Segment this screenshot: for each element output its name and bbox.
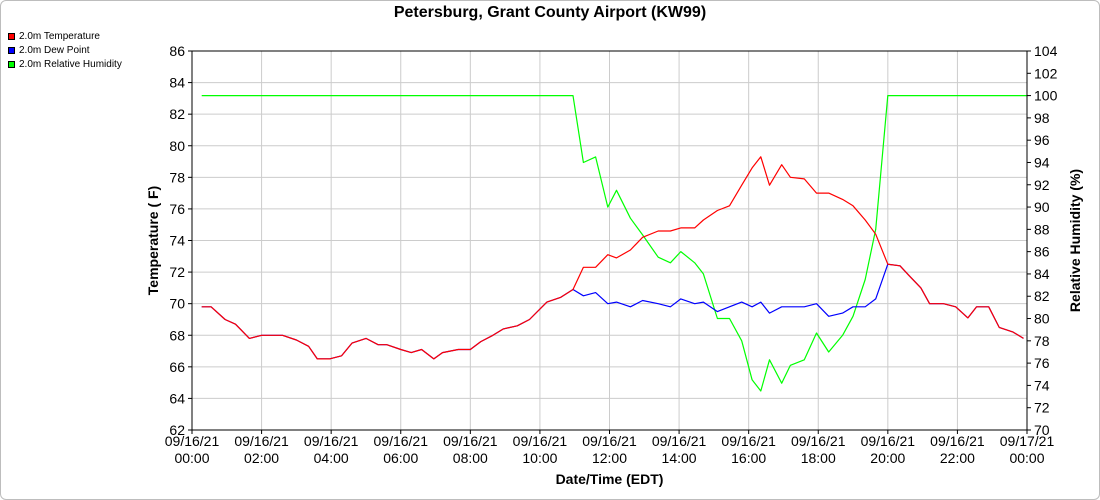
x-tick-label-time: 22:00 — [940, 450, 975, 466]
x-tick-label-time: 08:00 — [453, 450, 488, 466]
x-tick-label-time: 00:00 — [1009, 450, 1044, 466]
y-tick-label-right: 72 — [1034, 400, 1050, 416]
x-tick-label-date: 09/16/21 — [443, 433, 498, 449]
y-tick-label-left: 82 — [169, 106, 185, 122]
series-line-dew-point — [201, 263, 1024, 360]
series-line-relative-humidity — [201, 94, 1027, 392]
x-tick-label-time: 20:00 — [870, 450, 905, 466]
y-axis-label-right: Relative Humidity (%) — [1067, 169, 1083, 312]
x-tick-label-date: 09/16/21 — [304, 433, 359, 449]
y-tick-label-right: 102 — [1034, 65, 1058, 81]
y-tick-label-left: 78 — [169, 169, 185, 185]
y-tick-label-left: 74 — [169, 233, 185, 249]
y-tick-label-right: 98 — [1034, 110, 1050, 126]
y-tick-label-left: 86 — [169, 43, 185, 59]
y-tick-label-left: 76 — [169, 201, 185, 217]
legend-item-dew-point: 2.0m Dew Point — [8, 43, 122, 57]
x-tick-label-time: 02:00 — [244, 450, 279, 466]
x-tick-label-time: 16:00 — [731, 450, 766, 466]
x-tick-label-time: 10:00 — [522, 450, 557, 466]
legend-label-relative-humidity: 2.0m Relative Humidity — [19, 58, 122, 70]
x-tick-label-date: 09/16/21 — [652, 433, 707, 449]
y-tick-label-right: 84 — [1034, 266, 1050, 282]
y-tick-label-right: 86 — [1034, 244, 1050, 260]
x-axis-label: Date/Time (EDT) — [556, 471, 664, 487]
legend-label-temperature: 2.0m Temperature — [19, 30, 100, 42]
x-tick-label-date: 09/16/21 — [374, 433, 429, 449]
x-tick-label-date: 09/17/21 — [1000, 433, 1055, 449]
x-tick-label-time: 00:00 — [174, 450, 209, 466]
y-tick-label-right: 104 — [1034, 43, 1058, 59]
x-tick-label-date: 09/16/21 — [930, 433, 985, 449]
y-tick-label-right: 92 — [1034, 177, 1050, 193]
grid — [191, 50, 1028, 431]
y-tick-label-left: 72 — [169, 264, 185, 280]
legend-swatch-temperature — [8, 32, 15, 40]
y-tick-label-right: 78 — [1034, 333, 1050, 349]
series-layer — [201, 94, 1027, 392]
x-tick-label-date: 09/16/21 — [234, 433, 289, 449]
y-tick-label-left: 66 — [169, 359, 185, 375]
chart-title: Petersburg, Grant County Airport (KW99) — [393, 4, 707, 21]
y-tick-label-right: 70 — [1034, 422, 1050, 438]
x-tick-label-time: 14:00 — [662, 450, 697, 466]
legend: 2.0m Temperature 2.0m Dew Point 2.0m Rel… — [8, 29, 122, 71]
legend-swatch-dew-point — [8, 46, 15, 54]
y-tick-label-right: 82 — [1034, 288, 1050, 304]
y-tick-label-left: 62 — [169, 422, 185, 438]
legend-swatch-relative-humidity — [8, 60, 15, 68]
y-axis-label-left: Temperature ( F) — [145, 186, 161, 295]
y-tick-label-left: 70 — [169, 296, 185, 312]
x-tick-label-date: 09/16/21 — [721, 433, 776, 449]
legend-item-temperature: 2.0m Temperature — [8, 29, 122, 43]
y-tick-label-right: 96 — [1034, 132, 1050, 148]
y-tick-label-right: 100 — [1034, 88, 1058, 104]
ticks: 62 64 66 68 70 72 74 76 78 80 82 84 86 70 72 74 76 78 80 82… — [165, 43, 1058, 466]
x-tick-label-date: 09/16/21 — [791, 433, 846, 449]
x-tick-label-time: 18:00 — [801, 450, 836, 466]
y-tick-label-right: 80 — [1034, 311, 1050, 327]
y-tick-label-right: 94 — [1034, 154, 1050, 170]
y-tick-label-left: 64 — [169, 390, 185, 406]
x-tick-label-time: 12:00 — [592, 450, 627, 466]
x-tick-label-date: 09/16/21 — [513, 433, 568, 449]
y-tick-label-left: 84 — [169, 75, 185, 91]
y-tick-label-right: 90 — [1034, 199, 1050, 215]
legend-item-relative-humidity: 2.0m Relative Humidity — [8, 57, 122, 71]
y-tick-label-right: 76 — [1034, 355, 1050, 371]
y-tick-label-left: 68 — [169, 327, 185, 343]
y-tick-label-left: 80 — [169, 138, 185, 154]
y-tick-label-right: 88 — [1034, 221, 1050, 237]
legend-label-dew-point: 2.0m Dew Point — [19, 44, 90, 56]
x-tick-label-date: 09/16/21 — [165, 433, 220, 449]
x-tick-label-time: 06:00 — [383, 450, 418, 466]
series-line-temperature — [201, 156, 1024, 360]
y-tick-label-right: 74 — [1034, 377, 1050, 393]
x-tick-label-date: 09/16/21 — [582, 433, 637, 449]
x-tick-label-time: 04:00 — [314, 450, 349, 466]
x-tick-label-date: 09/16/21 — [861, 433, 916, 449]
